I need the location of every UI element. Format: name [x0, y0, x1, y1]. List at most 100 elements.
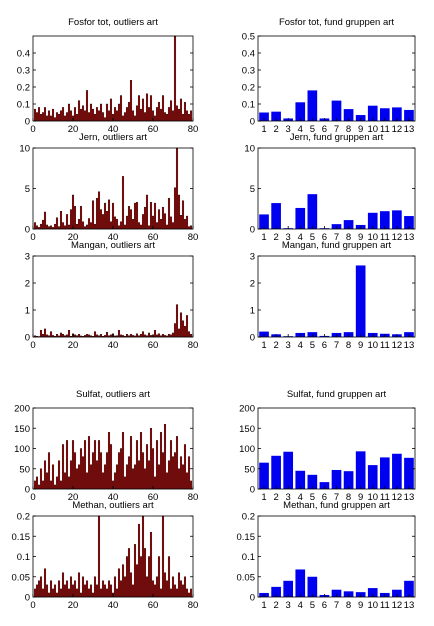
bar	[85, 224, 89, 230]
x-tick-label: 40	[108, 124, 119, 135]
bar	[113, 576, 117, 598]
bar	[105, 331, 109, 338]
bar	[105, 211, 109, 230]
chart-title: Fosfor tot, fund gruppen art	[279, 17, 394, 28]
y-tick-label: 5	[250, 184, 255, 195]
x-tick-label: 4	[298, 340, 303, 351]
bar	[392, 589, 402, 597]
x-tick-label: 11	[380, 232, 390, 243]
bar	[167, 556, 171, 598]
bar	[259, 112, 269, 121]
chart-title: Fosfor tot, outliers art	[68, 17, 158, 28]
x-tick-label: 4	[298, 492, 303, 503]
bar	[95, 198, 99, 230]
chart-panel-3: Jern, outliers art 0 5 10 0 20 40 60 80	[19, 132, 198, 243]
bar	[67, 588, 71, 598]
bar	[307, 474, 318, 489]
x-tick-label: 20	[68, 492, 79, 503]
bar	[75, 468, 79, 490]
chart-title: Jern, fund gruppen art	[290, 132, 384, 143]
x-tick-label: 10	[367, 492, 378, 503]
x-tick-label: 40	[108, 492, 119, 503]
bar	[33, 108, 37, 122]
bar	[59, 480, 63, 490]
bar	[187, 331, 191, 338]
bar	[93, 223, 97, 230]
chart-title: Mangan, fund gruppen art	[282, 240, 392, 251]
bar	[157, 464, 161, 490]
x-tick-label: 80	[188, 232, 199, 243]
bar	[111, 202, 115, 230]
bar	[121, 564, 125, 598]
bar	[189, 588, 193, 598]
bar	[129, 436, 133, 490]
bar	[123, 576, 127, 598]
bar	[69, 460, 73, 490]
axes-box	[257, 515, 416, 598]
bar	[71, 194, 75, 230]
x-tick-label: 11	[380, 600, 390, 611]
bar	[91, 200, 95, 230]
bar	[79, 206, 83, 230]
bar	[367, 105, 378, 121]
chart-title: Methan, fund gruppen art	[283, 500, 390, 511]
bar	[47, 592, 51, 598]
bar	[55, 592, 59, 598]
bar	[404, 580, 414, 597]
bar	[271, 586, 281, 597]
bar	[75, 223, 79, 230]
bar	[141, 515, 145, 598]
bar	[63, 584, 67, 598]
bar	[81, 221, 85, 230]
x-tick-label: 9	[358, 232, 363, 243]
bar	[41, 219, 45, 230]
bar	[97, 191, 101, 230]
bar	[161, 452, 165, 490]
bar	[295, 207, 306, 229]
x-tick-label: 2	[273, 124, 278, 135]
bar	[63, 472, 67, 490]
bar	[147, 225, 151, 230]
bar	[113, 107, 117, 122]
x-tick-label: 7	[334, 340, 339, 351]
bar	[355, 265, 366, 337]
bar	[157, 209, 161, 230]
bar	[163, 572, 167, 598]
x-tick-label: 9	[358, 600, 363, 611]
bar	[173, 584, 177, 598]
bar	[89, 103, 93, 122]
x-tick-label: 4	[298, 600, 303, 611]
x-tick-label: 0	[30, 600, 35, 611]
bar	[43, 328, 47, 338]
x-tick-label: 12	[392, 124, 403, 135]
bar	[69, 110, 73, 122]
bar	[99, 334, 103, 338]
bar	[147, 460, 151, 490]
bar	[61, 222, 65, 230]
bar	[33, 222, 37, 230]
bar	[133, 464, 137, 490]
x-tick-label: 7	[334, 232, 339, 243]
bar	[77, 219, 81, 230]
bar	[113, 472, 117, 490]
bar	[55, 334, 59, 338]
bar	[53, 117, 57, 122]
bar	[165, 580, 169, 598]
bar	[185, 588, 189, 598]
bar	[43, 460, 47, 490]
bar	[79, 592, 83, 598]
y-tick-label: 2	[25, 279, 30, 290]
y-tick-label: 100	[14, 444, 30, 455]
x-tick-label: 6	[322, 600, 327, 611]
bar	[83, 584, 87, 598]
bar	[43, 211, 47, 230]
bar	[404, 216, 414, 229]
bar	[127, 456, 131, 490]
bar	[99, 452, 103, 490]
bar	[113, 216, 117, 230]
bar	[71, 440, 75, 490]
bar	[343, 109, 354, 121]
bar	[103, 202, 107, 230]
bar	[149, 428, 153, 490]
y-tick-label: 0	[25, 333, 30, 344]
